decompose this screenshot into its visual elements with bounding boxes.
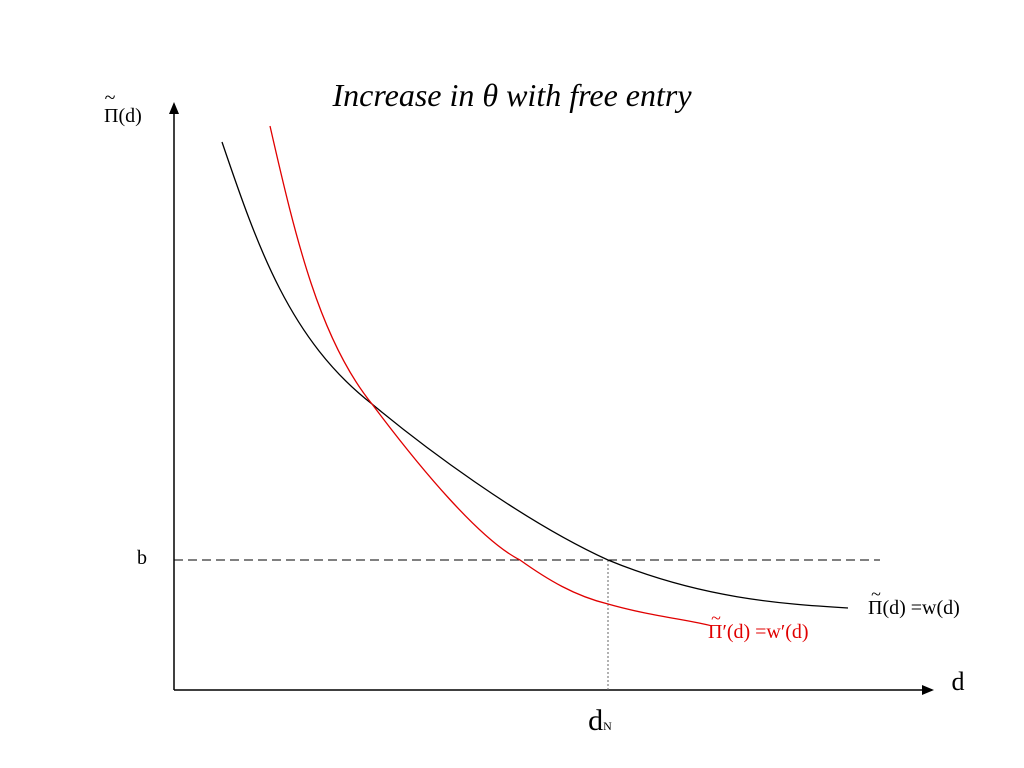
b-label: b xyxy=(137,547,147,569)
dn-label-main: d xyxy=(588,704,603,737)
curve-original-label-symbol: Π xyxy=(868,597,882,619)
dn-label-sub: N xyxy=(603,719,612,733)
y-axis-label-symbol: Π xyxy=(104,105,118,127)
diagram-title: Increase in θ with free entry xyxy=(331,77,692,113)
curve-shifted-label-symbol: Π xyxy=(708,621,722,643)
curve-shifted-label: ~ Π′(d) =w′(d) xyxy=(708,608,809,643)
y-axis-label-tilde: ~ xyxy=(105,87,116,109)
curve-original xyxy=(221,141,849,609)
curve-shifted-label-rest: ′(d) =w′(d) xyxy=(722,621,808,643)
curve-shifted-label-tilde: ~ xyxy=(711,608,721,628)
curve-shifted xyxy=(269,125,713,627)
y-axis-label-arg: (d) xyxy=(118,105,141,127)
y-axis-label: ~ Π(d) xyxy=(104,87,142,127)
curve-original-label: ~ Π(d) =w(d) xyxy=(868,584,960,619)
x-axis-label: d xyxy=(952,667,965,696)
dn-label: dN xyxy=(588,704,612,737)
curve-original-label-tilde: ~ xyxy=(871,584,881,604)
curve-shifted-label-text: Π′(d) =w′(d) xyxy=(708,621,809,643)
curve-original-label-text: Π(d) =w(d) xyxy=(868,597,960,619)
curve-original-label-rest: (d) =w(d) xyxy=(882,597,959,619)
y-axis-label-text: Π(d) xyxy=(104,105,142,127)
